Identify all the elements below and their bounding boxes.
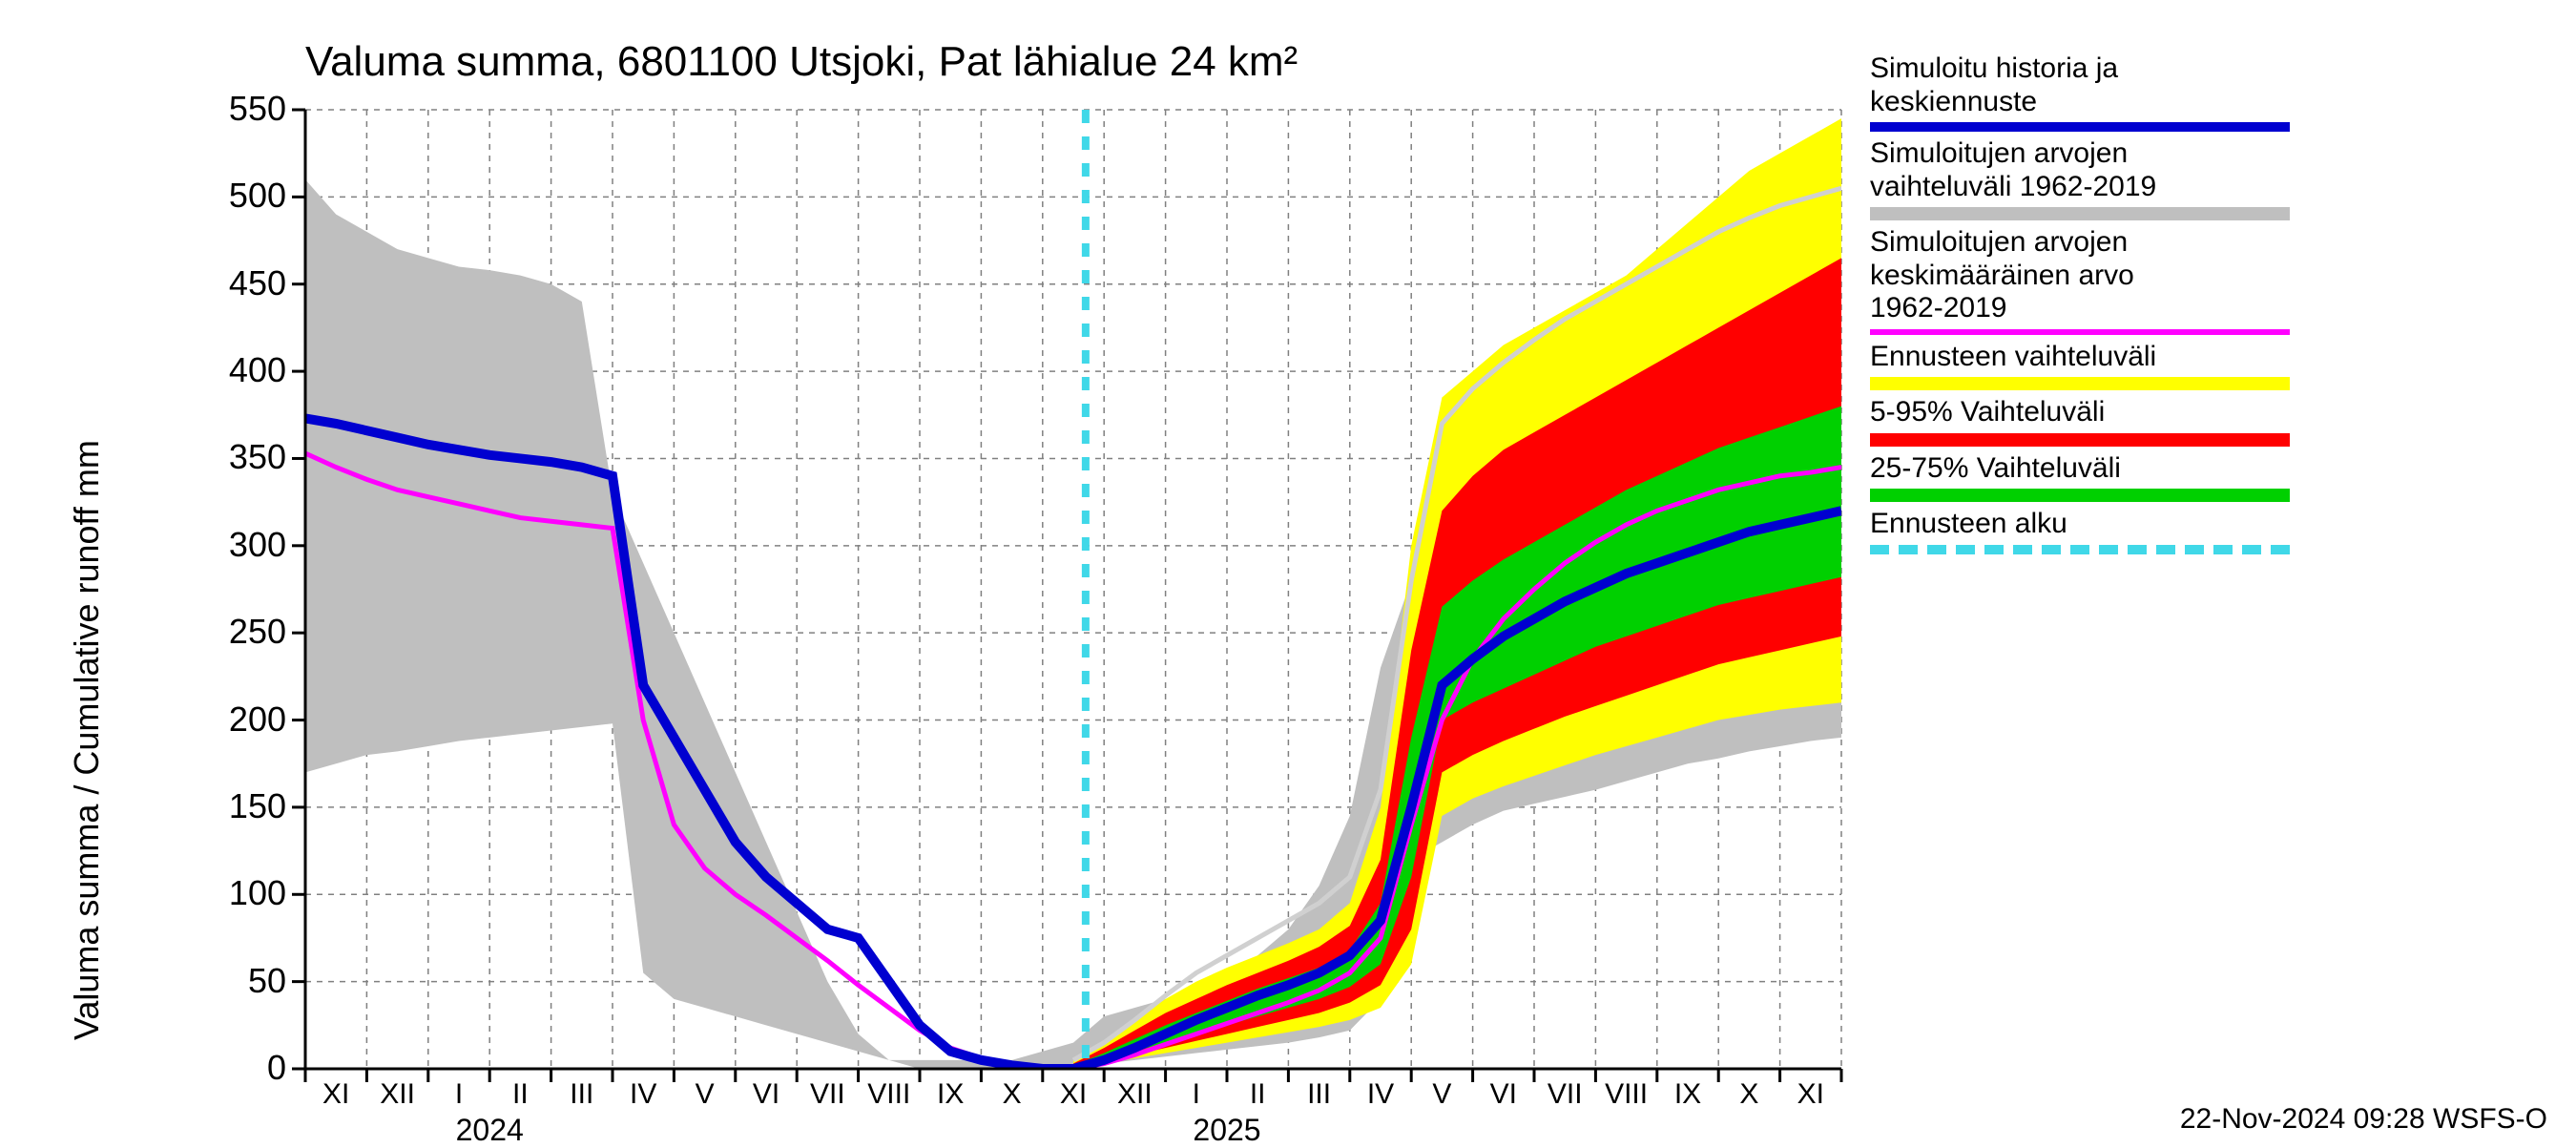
- x-tick-label: VIII: [867, 1078, 910, 1111]
- x-tick-label: I: [455, 1078, 463, 1111]
- legend-label: Simuloitujen arvojen: [1870, 137, 2290, 171]
- x-tick-label: III: [570, 1078, 593, 1111]
- x-tick-label: VII: [810, 1078, 845, 1111]
- chart-container: Valuma summa / Cumulative runoff mm Valu…: [0, 0, 2576, 1145]
- y-tick-label: 550: [200, 89, 286, 129]
- x-tick-label: V: [1432, 1078, 1451, 1111]
- x-tick-label: IV: [630, 1078, 656, 1111]
- x-tick-label: XI: [322, 1078, 349, 1111]
- x-tick-label: XII: [1117, 1078, 1153, 1111]
- y-tick-label: 500: [200, 176, 286, 216]
- x-tick-label: X: [1003, 1078, 1022, 1111]
- legend-label: vaihteluväli 1962-2019: [1870, 171, 2290, 204]
- legend-label: 25-75% Vaihteluväli: [1870, 452, 2290, 486]
- x-tick-label: XI: [1797, 1078, 1824, 1111]
- y-tick-label: 0: [200, 1048, 286, 1088]
- x-tick-label: XII: [380, 1078, 415, 1111]
- legend-item: Simuloitu historia jakeskiennuste: [1870, 52, 2290, 132]
- x-tick-label: V: [696, 1078, 715, 1111]
- y-tick-label: 150: [200, 786, 286, 826]
- footer-timestamp: 22-Nov-2024 09:28 WSFS-O: [2180, 1103, 2547, 1136]
- y-tick-label: 400: [200, 350, 286, 390]
- legend-swatch: [1870, 122, 2290, 132]
- y-tick-label: 350: [200, 437, 286, 477]
- legend-label: Ennusteen alku: [1870, 508, 2290, 541]
- x-tick-label: IX: [937, 1078, 964, 1111]
- legend: Simuloitu historia jakeskiennusteSimuloi…: [1870, 52, 2290, 560]
- legend-label: 1962-2019: [1870, 292, 2290, 325]
- legend-label: 5-95% Vaihteluväli: [1870, 396, 2290, 429]
- y-tick-label: 450: [200, 263, 286, 303]
- y-tick-label: 50: [200, 961, 286, 1001]
- y-tick-label: 200: [200, 699, 286, 740]
- legend-item: Ennusteen alku: [1870, 508, 2290, 554]
- legend-item: Simuloitujen arvojenvaihteluväli 1962-20…: [1870, 137, 2290, 220]
- legend-swatch: [1870, 329, 2290, 335]
- x-tick-label: VII: [1548, 1078, 1583, 1111]
- x-tick-label: IX: [1674, 1078, 1701, 1111]
- legend-swatch: [1870, 207, 2290, 220]
- legend-item: Simuloitujen arvojenkeskimääräinen arvo …: [1870, 226, 2290, 335]
- y-tick-label: 300: [200, 525, 286, 565]
- x-tick-label: IV: [1367, 1078, 1394, 1111]
- legend-label: Simuloitu historia ja: [1870, 52, 2290, 86]
- x-tick-label: XI: [1060, 1078, 1087, 1111]
- x-tick-label: I: [1193, 1078, 1200, 1111]
- legend-swatch: [1870, 377, 2290, 390]
- x-tick-label: VI: [1490, 1078, 1517, 1111]
- legend-swatch: [1870, 433, 2290, 447]
- x-tick-label: III: [1307, 1078, 1331, 1111]
- y-tick-label: 100: [200, 873, 286, 913]
- legend-swatch: [1870, 489, 2290, 502]
- x-tick-label: X: [1739, 1078, 1758, 1111]
- x-tick-label: II: [1250, 1078, 1266, 1111]
- year-label: 2024: [456, 1113, 524, 1148]
- legend-item: 5-95% Vaihteluväli: [1870, 396, 2290, 447]
- x-tick-label: VI: [753, 1078, 779, 1111]
- legend-label: keskimääräinen arvo: [1870, 260, 2290, 293]
- legend-item: Ennusteen vaihteluväli: [1870, 341, 2290, 391]
- x-tick-label: VIII: [1605, 1078, 1648, 1111]
- year-label: 2025: [1193, 1113, 1260, 1148]
- legend-label: keskiennuste: [1870, 86, 2290, 119]
- legend-label: Ennusteen vaihteluväli: [1870, 341, 2290, 374]
- x-tick-label: II: [512, 1078, 529, 1111]
- legend-label: Simuloitujen arvojen: [1870, 226, 2290, 260]
- legend-item: 25-75% Vaihteluväli: [1870, 452, 2290, 503]
- y-tick-label: 250: [200, 612, 286, 652]
- legend-swatch: [1870, 545, 2290, 554]
